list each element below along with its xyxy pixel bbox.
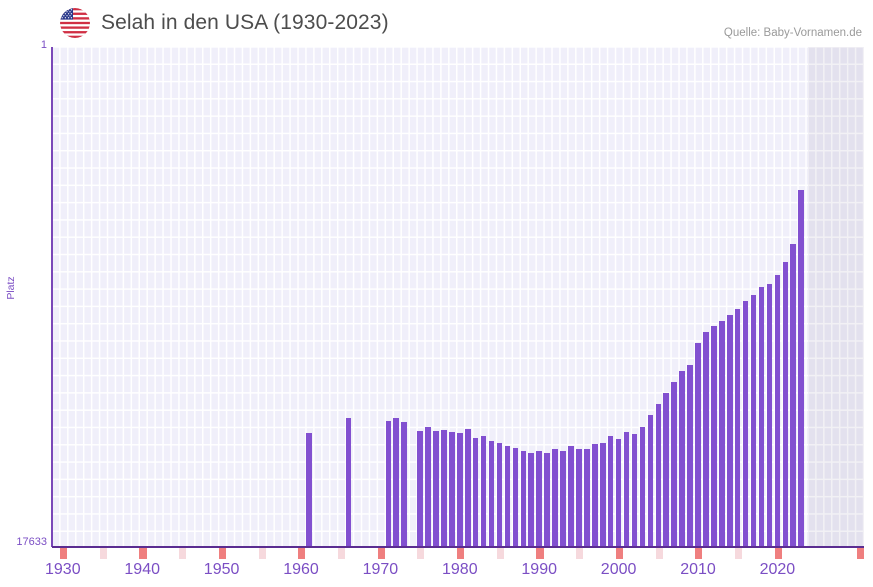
bar-1984[interactable]	[488, 441, 495, 547]
bar-2012[interactable]	[711, 326, 717, 547]
x-tick-2010	[695, 548, 703, 559]
bar-1996[interactable]	[584, 449, 590, 547]
bar-2008[interactable]	[679, 371, 685, 547]
chart-plot-area	[52, 47, 864, 547]
bar-1998[interactable]	[599, 443, 606, 547]
bar-2002[interactable]	[631, 434, 638, 547]
x-tick-1980	[457, 548, 465, 559]
bar-2019[interactable]	[766, 284, 773, 547]
bar-1979[interactable]	[449, 432, 455, 547]
bar-1961[interactable]	[306, 433, 312, 547]
bar-1978[interactable]	[441, 430, 447, 547]
bar-1999[interactable]	[607, 436, 614, 547]
x-tick-1960	[298, 548, 306, 559]
bar-1990[interactable]	[536, 451, 542, 547]
bar-1971[interactable]	[385, 421, 392, 547]
y-axis-line	[51, 47, 53, 547]
x-axis-label-1930: 1930	[45, 561, 81, 578]
bar-2021[interactable]	[782, 262, 789, 547]
bar-1988[interactable]	[520, 451, 527, 547]
x-axis-label-1940: 1940	[124, 561, 160, 578]
x-tick-1990	[536, 548, 544, 559]
x-tick-2015	[734, 548, 743, 559]
bar-2007[interactable]	[671, 382, 677, 547]
x-tick-1970	[377, 548, 385, 559]
y-axis-bottom-label: 17633	[16, 536, 47, 548]
page-title: Selah in den USA (1930-2023)	[101, 11, 389, 34]
bar-1992[interactable]	[552, 449, 558, 547]
x-tick-2020	[774, 548, 782, 559]
bar-1986[interactable]	[504, 446, 511, 547]
bar-2009[interactable]	[687, 365, 693, 547]
bar-2006[interactable]	[663, 393, 670, 547]
x-tick-1945	[179, 548, 187, 559]
bar-2011[interactable]	[703, 332, 709, 547]
x-tick-2005	[655, 548, 663, 559]
bar-2004[interactable]	[647, 415, 654, 547]
bar-1966[interactable]	[345, 418, 352, 547]
x-tick-1935	[99, 548, 107, 559]
bar-2010[interactable]	[695, 343, 701, 547]
bar-1995[interactable]	[576, 449, 582, 547]
x-tick-1955	[258, 548, 266, 559]
x-tick-2000	[615, 548, 623, 559]
bar-2018[interactable]	[758, 287, 765, 547]
bar-2020[interactable]	[774, 275, 781, 547]
x-tick-end	[856, 548, 864, 559]
bar-1985[interactable]	[496, 443, 503, 547]
x-axis-line	[52, 546, 864, 548]
x-axis-label-2000: 2000	[600, 561, 637, 578]
bar-1982[interactable]	[472, 438, 479, 547]
future-period-shading	[808, 47, 864, 547]
x-axis-label-1980: 1980	[442, 561, 478, 578]
x-tick-1950	[218, 548, 226, 559]
bar-1989[interactable]	[528, 453, 535, 547]
bar-1972[interactable]	[393, 418, 400, 547]
bar-2023[interactable]	[798, 190, 804, 547]
x-axis-label-1990: 1990	[521, 561, 557, 578]
bar-1980[interactable]	[457, 433, 463, 547]
x-axis-label-1950: 1950	[203, 561, 240, 578]
x-axis-label-1960: 1960	[283, 561, 319, 578]
bar-1987[interactable]	[512, 448, 519, 547]
bar-1975[interactable]	[417, 431, 423, 547]
bar-2000[interactable]	[615, 439, 622, 547]
y-axis-top-label: 1	[40, 39, 47, 51]
bar-1976[interactable]	[425, 427, 431, 547]
bar-2003[interactable]	[639, 427, 646, 547]
bar-2001[interactable]	[623, 432, 630, 547]
bar-2013[interactable]	[719, 321, 725, 547]
bar-1983[interactable]	[480, 436, 487, 547]
chart-header: Selah in den USA (1930-2023) Quelle: Bab…	[0, 0, 873, 47]
source-attribution: Quelle: Baby-Vornamen.de	[723, 27, 862, 39]
bar-2005[interactable]	[655, 404, 662, 547]
bar-1977[interactable]	[433, 431, 439, 547]
x-axis-labels: 1930 1940 1950 1960 1970 1980 1990 2000 2010 2020	[45, 561, 864, 585]
bar-1993[interactable]	[560, 451, 566, 547]
x-axis-label-2010: 2010	[680, 561, 716, 578]
x-axis-label-1970: 1970	[362, 561, 399, 578]
x-tick-1930	[60, 548, 68, 559]
x-tick-1985	[496, 548, 504, 559]
bar-1981[interactable]	[464, 429, 471, 547]
bar-2022[interactable]	[790, 244, 797, 547]
bar-2017[interactable]	[750, 295, 757, 547]
x-tick-1975	[417, 548, 425, 559]
y-axis-title: Platz	[5, 276, 17, 300]
bar-2015[interactable]	[734, 309, 741, 547]
bar-1994[interactable]	[568, 446, 574, 547]
x-tick-1995	[576, 548, 584, 559]
bar-series	[52, 47, 864, 547]
x-axis-tick-strip	[52, 548, 864, 559]
x-axis-label-2020: 2020	[759, 561, 796, 578]
x-tick-1965	[337, 548, 346, 559]
bar-1997[interactable]	[591, 444, 598, 547]
us-flag-icon	[60, 8, 90, 38]
bar-1973[interactable]	[401, 422, 407, 547]
bar-2014[interactable]	[726, 315, 733, 547]
bar-1991[interactable]	[544, 453, 550, 547]
bar-2016[interactable]	[742, 301, 749, 547]
x-tick-1940	[139, 548, 147, 559]
